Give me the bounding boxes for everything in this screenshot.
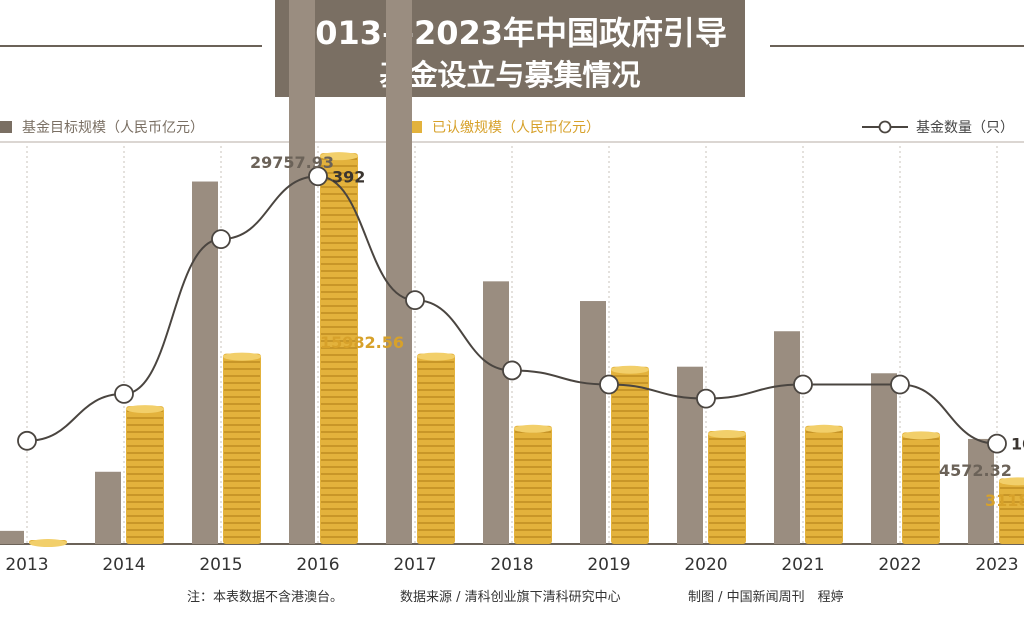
bar-target-2013	[0, 530, 24, 544]
x-tick-label-2020: 2020	[684, 555, 727, 575]
legend-target-swatch	[0, 121, 12, 133]
x-tick-label-2019: 2019	[587, 555, 630, 575]
title-rule-left	[0, 45, 262, 47]
footer-source: 数据来源 / 清科创业旗下清科研究中心	[400, 590, 621, 605]
bar-target-2023	[968, 438, 994, 544]
coin-stack-2020	[708, 430, 746, 544]
bar-target-2021	[774, 331, 800, 544]
coin-stack-2013	[29, 539, 67, 548]
x-tick-label-2017: 2017	[393, 555, 436, 575]
footer-credit: 制图 / 中国新闻周刊 程婷	[688, 590, 844, 605]
title-rule-right	[770, 45, 1024, 47]
coin-stack-2018	[514, 424, 552, 544]
coin-stack-2016	[320, 152, 358, 544]
coin-stack-2019	[611, 365, 649, 544]
coin-stack-2017	[417, 352, 455, 544]
legend-count: 基金数量（只）	[862, 117, 1014, 137]
coin-stack-2021	[805, 424, 843, 544]
bar-target-2017	[386, 0, 412, 545]
x-tick-label-2018: 2018	[490, 555, 533, 575]
point-count-2020	[696, 388, 716, 409]
coin-stack-2023	[999, 477, 1024, 544]
legend-count-swatch	[862, 120, 908, 134]
x-tick-label-2013: 2013	[5, 555, 48, 575]
point-count-2014	[114, 384, 134, 404]
point-count-2019	[599, 374, 619, 395]
legend-paid-label: 已认缴规模（人民币亿元）	[432, 120, 600, 136]
x-tick-label-2014: 2014	[102, 555, 145, 575]
data-label-target-2016: 29757.93	[250, 153, 334, 172]
point-count-2018	[502, 360, 522, 381]
bar-target-2016	[289, 0, 315, 544]
point-count-2022	[890, 374, 910, 395]
legend-paid: 已认缴规模（人民币亿元）	[410, 117, 600, 137]
x-tick-label-2015: 2015	[199, 555, 242, 575]
data-label-count-2023: 107	[1011, 435, 1024, 454]
bar-target-2019	[580, 301, 606, 544]
point-count-2017	[405, 290, 425, 310]
bar-target-2018	[483, 281, 509, 544]
point-count-2015	[211, 229, 231, 250]
x-tick-label-2016: 2016	[296, 555, 339, 575]
point-count-2023	[987, 433, 1007, 454]
legend-target: 基金目标规模（人民币亿元）	[0, 117, 204, 137]
bar-target-2022	[871, 373, 897, 544]
footer-note: 注：本表数据不含港澳台。	[187, 590, 344, 605]
x-tick-label-2023: 2023	[975, 555, 1018, 575]
data-label-target-2023: 4572.32	[939, 461, 1012, 480]
line-fund-count	[26, 175, 998, 445]
title-box: 2013—2023年中国政府引导 基金设立与募集情况	[275, 0, 745, 97]
data-label-paid-2023: 3118.46	[985, 491, 1024, 510]
point-count-2016	[308, 166, 328, 187]
bar-target-2014	[95, 471, 121, 544]
chart-title-line2: 基金设立与募集情况	[379, 58, 641, 92]
data-label-count-2016: 392	[332, 167, 365, 186]
coin-stack-2022	[902, 431, 940, 544]
legend-target-label: 基金目标规模（人民币亿元）	[22, 120, 204, 136]
legend-count-label: 基金数量（只）	[916, 120, 1014, 136]
legend-paid-swatch	[410, 121, 422, 133]
point-count-2013	[17, 430, 37, 451]
chart-title-line1: 2013—2023年中国政府引导	[292, 14, 728, 52]
x-tick-label-2021: 2021	[781, 555, 824, 575]
coin-stack-2014	[126, 405, 164, 544]
point-count-2021	[793, 374, 813, 395]
coin-stack-2015	[223, 352, 261, 544]
data-label-paid-2016: 15982.56	[320, 333, 404, 352]
x-tick-label-2022: 2022	[878, 555, 921, 575]
